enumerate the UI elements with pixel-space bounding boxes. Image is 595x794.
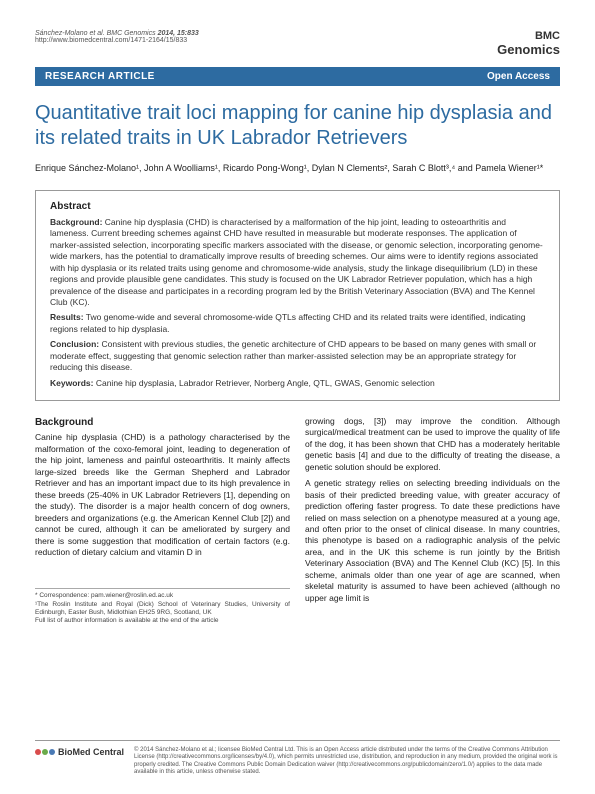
background-label: Background:	[50, 217, 102, 227]
correspondence-affil: ¹The Roslin Institute and Royal (Dick) S…	[35, 601, 290, 617]
circle-icon	[49, 749, 55, 755]
open-access-label: Open Access	[487, 71, 550, 82]
logo-prefix: BMC	[535, 30, 560, 42]
article-type-banner: RESEARCH ARTICLE Open Access	[35, 67, 560, 86]
citation-year: 2014, 15:833	[158, 30, 199, 37]
correspondence-block: * Correspondence: pam.wiener@roslin.ed.a…	[35, 588, 290, 625]
footer-logo-text: BioMed Central	[58, 747, 124, 757]
body-para-3: A genetic strategy relies on selecting b…	[305, 478, 560, 604]
article-type: RESEARCH ARTICLE	[45, 71, 155, 82]
citation: Sánchez-Molano et al. BMC Genomics 2014,…	[35, 30, 199, 44]
biomedcentral-logo: BioMed Central	[35, 747, 124, 757]
abstract-results: Results: Two genome-wide and several chr…	[50, 312, 545, 335]
header-row: Sánchez-Molano et al. BMC Genomics 2014,…	[35, 30, 560, 57]
correspondence-email: * Correspondence: pam.wiener@roslin.ed.a…	[35, 592, 290, 600]
results-text: Two genome-wide and several chromosome-w…	[50, 312, 525, 333]
body-para-1: Canine hip dysplasia (CHD) is a patholog…	[35, 432, 290, 558]
citation-authors: Sánchez-Molano et al. BMC Genomics	[35, 30, 156, 37]
results-label: Results:	[50, 312, 84, 322]
article-title: Quantitative trait loci mapping for cani…	[35, 101, 560, 151]
logo-circles	[35, 749, 55, 755]
abstract-heading: Abstract	[50, 201, 545, 212]
column-right: growing dogs, [3]) may improve the condi…	[305, 416, 560, 625]
abstract-box: Abstract Background: Canine hip dysplasi…	[35, 190, 560, 401]
keywords-text: Canine hip dysplasia, Labrador Retriever…	[96, 378, 435, 388]
body-para-2: growing dogs, [3]) may improve the condi…	[305, 416, 560, 473]
citation-url: http://www.biomedcentral.com/1471-2164/1…	[35, 37, 199, 44]
abstract-conclusion: Conclusion: Consistent with previous stu…	[50, 339, 545, 373]
journal-logo: BMC Genomics	[497, 30, 560, 57]
conclusion-text: Consistent with previous studies, the ge…	[50, 339, 536, 372]
copyright-text: © 2014 Sánchez-Molano et al.; licensee B…	[134, 747, 560, 776]
circle-icon	[42, 749, 48, 755]
conclusion-label: Conclusion:	[50, 339, 99, 349]
logo-name: Genomics	[497, 42, 560, 57]
correspondence-note: Full list of author information is avail…	[35, 617, 290, 625]
column-left: Background Canine hip dysplasia (CHD) is…	[35, 416, 290, 625]
background-text: Canine hip dysplasia (CHD) is characteri…	[50, 217, 543, 307]
circle-icon	[35, 749, 41, 755]
body-columns: Background Canine hip dysplasia (CHD) is…	[35, 416, 560, 625]
authors-list: Enrique Sánchez-Molano¹, John A Woolliam…	[35, 163, 560, 175]
footer: BioMed Central © 2014 Sánchez-Molano et …	[35, 740, 560, 776]
abstract-keywords: Keywords: Canine hip dysplasia, Labrador…	[50, 378, 545, 388]
keywords-label: Keywords:	[50, 378, 93, 388]
section-heading-background: Background	[35, 416, 290, 430]
abstract-background: Background: Canine hip dysplasia (CHD) i…	[50, 217, 545, 309]
